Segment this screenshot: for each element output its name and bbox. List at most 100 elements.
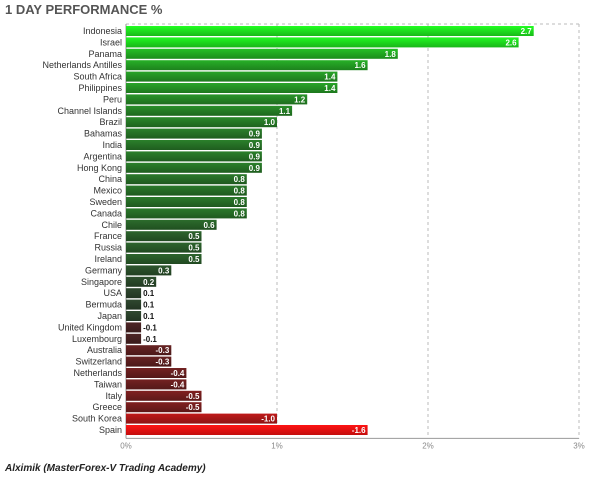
category-label: Germany	[85, 265, 123, 275]
bar	[126, 288, 141, 298]
bar	[126, 151, 262, 161]
category-label: France	[94, 231, 122, 241]
value-label: 2.6	[505, 38, 517, 47]
value-label: -0.1	[143, 323, 157, 332]
category-label: Sweden	[89, 197, 122, 207]
bar	[126, 94, 307, 104]
bar	[126, 60, 368, 70]
bar-chart: 0% 1% 2% 3% Indonesia 2.7 Israel 2.6 Panama 1.8 Ne…	[0, 0, 600, 460]
value-label: 2.7	[521, 27, 533, 36]
value-label: 0.9	[249, 152, 261, 161]
bar	[126, 26, 534, 36]
bar	[126, 174, 247, 184]
value-label: 1.4	[324, 73, 336, 82]
value-label: 1.8	[385, 50, 397, 59]
category-label: Panama	[88, 49, 122, 59]
category-label: Bahamas	[84, 129, 123, 139]
category-label: Singapore	[81, 277, 122, 287]
bar	[126, 49, 398, 59]
bar	[126, 208, 247, 218]
bar	[126, 106, 292, 116]
value-label: -0.3	[156, 346, 170, 355]
category-label: Brazil	[99, 117, 122, 127]
value-label: 0.6	[203, 221, 215, 230]
value-label: 1.1	[279, 107, 291, 116]
bar	[126, 72, 337, 82]
value-label: -1.6	[352, 426, 366, 435]
category-label: Russia	[94, 243, 122, 253]
value-label: 0.8	[234, 198, 246, 207]
category-label: India	[102, 140, 122, 150]
bar	[126, 129, 262, 139]
value-label: -0.4	[171, 369, 185, 378]
x-tick-label: 2%	[422, 441, 434, 450]
category-label: Italy	[105, 391, 122, 401]
category-label: Greece	[92, 402, 122, 412]
bar	[126, 414, 277, 424]
value-label: 0.1	[143, 312, 155, 321]
category-label: Switzerland	[75, 357, 122, 367]
bar	[126, 334, 141, 344]
value-label: 0.8	[234, 187, 246, 196]
value-label: 0.9	[249, 130, 261, 139]
value-label: 0.5	[188, 232, 200, 241]
value-label: 0.2	[143, 278, 155, 287]
value-label: 1.0	[264, 118, 276, 127]
value-label: 0.3	[158, 266, 170, 275]
value-label: 0.5	[188, 255, 200, 264]
category-label: South Korea	[72, 414, 122, 424]
value-label: 0.9	[249, 141, 261, 150]
category-label: Luxembourg	[72, 334, 122, 344]
value-label: -0.4	[171, 380, 185, 389]
value-label: 0.1	[143, 289, 155, 298]
category-label: Bermuda	[85, 300, 122, 310]
bar	[126, 83, 337, 93]
bar	[126, 186, 247, 196]
category-label: USA	[103, 288, 122, 298]
category-label: Hong Kong	[77, 163, 122, 173]
footer-credit: Alximik (MasterForex-V Trading Academy)	[5, 463, 206, 474]
value-label: 0.1	[143, 301, 155, 310]
value-label: 0.8	[234, 209, 246, 218]
x-tick-label: 1%	[271, 441, 283, 450]
category-label: United Kingdom	[58, 322, 122, 332]
x-tick-label: 3%	[573, 441, 585, 450]
category-label: China	[98, 174, 122, 184]
value-label: -0.1	[143, 335, 157, 344]
value-label: -0.5	[186, 403, 200, 412]
bar	[126, 425, 368, 435]
bar	[126, 197, 247, 207]
value-label: 0.9	[249, 164, 261, 173]
value-label: -0.3	[156, 358, 170, 367]
category-label: Netherlands Antilles	[42, 60, 122, 70]
category-label: Taiwan	[94, 379, 122, 389]
category-label: Australia	[87, 345, 122, 355]
category-label: Philippines	[78, 83, 122, 93]
value-label: 1.2	[294, 95, 306, 104]
bar	[126, 163, 262, 173]
category-label: Ireland	[94, 254, 122, 264]
category-label: Mexico	[93, 186, 122, 196]
category-label: Israel	[100, 37, 122, 47]
category-label: Peru	[103, 94, 122, 104]
bar	[126, 322, 141, 332]
x-tick-label: 0%	[120, 441, 132, 450]
category-label: Indonesia	[83, 26, 122, 36]
bar	[126, 300, 141, 310]
category-label: Channel Islands	[57, 106, 122, 116]
value-label: 1.6	[354, 61, 366, 70]
category-label: Netherlands	[73, 368, 122, 378]
bar	[126, 37, 519, 47]
category-label: Argentina	[83, 151, 122, 161]
value-label: -1.0	[261, 415, 275, 424]
bar	[126, 117, 277, 127]
bar	[126, 140, 262, 150]
value-label: 0.5	[188, 244, 200, 253]
bar	[126, 311, 141, 321]
category-label: Canada	[90, 208, 122, 218]
category-label: Spain	[99, 425, 122, 435]
category-label: Chile	[101, 220, 122, 230]
value-label: 1.4	[324, 84, 336, 93]
category-label: South Africa	[73, 72, 122, 82]
value-label: -0.5	[186, 392, 200, 401]
